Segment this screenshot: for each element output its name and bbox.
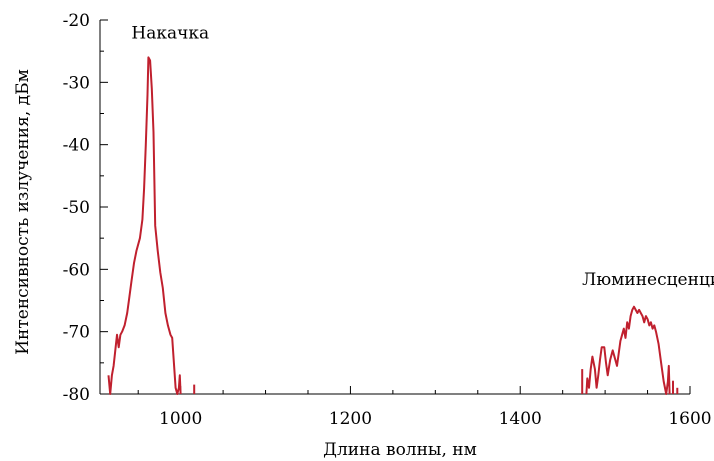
spectrum-line-segment	[585, 305, 671, 395]
x-tick-label: 1600	[668, 409, 711, 429]
x-tick-label: 1400	[499, 409, 542, 429]
y-axis-title: Интенсивность излучения, дБм	[13, 69, 33, 355]
spectrum-line-segment	[107, 56, 182, 395]
y-tick-label: -50	[63, 198, 90, 218]
y-tick-label: -60	[63, 260, 90, 280]
plot-area: -20 -30 -40 -50 -60 -70 -80 1000 1200 1400 1600 Дли…	[13, 11, 714, 460]
annotation-label: Люминесценция	[582, 270, 714, 290]
y-tick-label: -70	[63, 323, 90, 343]
x-tick-label: 1000	[159, 409, 202, 429]
y-tick-label: -40	[63, 136, 90, 156]
y-tick-label: -30	[63, 73, 90, 93]
y-tick-label: -80	[63, 385, 90, 405]
annotation-label: Накачка	[131, 24, 209, 44]
x-axis-title: Длина волны, нм	[323, 440, 477, 460]
x-tick-label: 1200	[329, 409, 372, 429]
y-tick-label: -20	[63, 11, 90, 31]
